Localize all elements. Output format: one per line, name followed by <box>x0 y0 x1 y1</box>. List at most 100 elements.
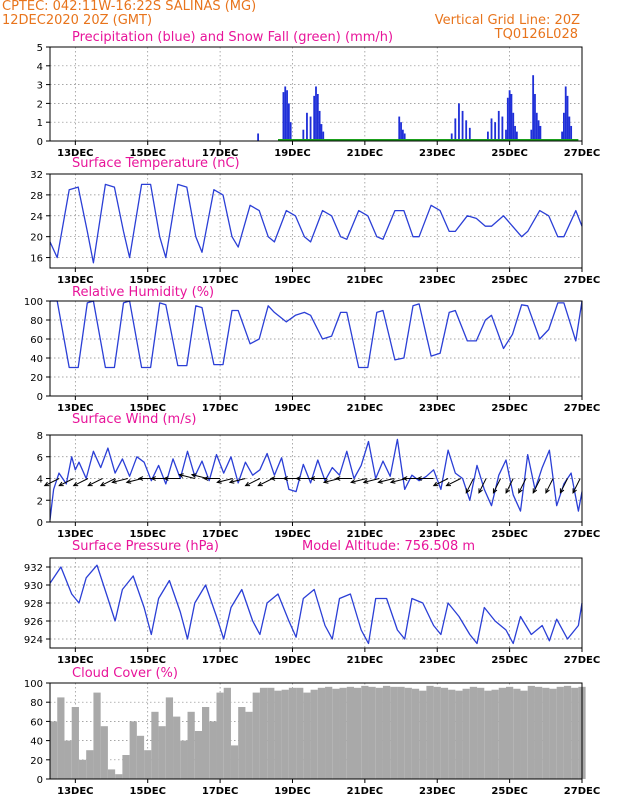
cloud-bar <box>325 686 333 779</box>
pressure-ytick-label: 928 <box>24 599 43 610</box>
precip-bar <box>530 129 533 141</box>
wind-arrow-head <box>295 476 301 481</box>
cloud-bar <box>259 687 268 779</box>
wind-title: Surface Wind (m/s) <box>72 412 196 427</box>
cloud-xtick-label: 23DEC <box>419 786 455 797</box>
wind-arrow-head <box>518 488 523 494</box>
precip-bar <box>510 94 513 141</box>
precip-bar <box>289 122 292 141</box>
cloud-bar <box>390 686 398 779</box>
pressure-xtick-label: 17DEC <box>202 655 238 666</box>
wind-arrow <box>258 478 273 487</box>
precip-ytick-label: 4 <box>37 62 43 73</box>
cloud-bar <box>267 687 275 779</box>
wind-arrow-head <box>269 476 276 481</box>
cloud-bar <box>151 711 159 779</box>
cloud-frame <box>49 682 583 780</box>
cloud-xtick-label: 21DEC <box>347 786 383 797</box>
precip-bar <box>468 127 471 141</box>
model-code: TQ0126L028 <box>494 27 578 42</box>
precip-bar <box>403 133 406 141</box>
pressure-frame <box>49 557 583 649</box>
precip-bar <box>570 125 573 141</box>
precip-bar <box>465 120 468 141</box>
cloud-bar <box>520 690 528 779</box>
wind-ytick-label: 4 <box>37 475 43 486</box>
wind-arrow-head <box>137 476 144 481</box>
temp-frame <box>49 173 583 269</box>
wind-arrow-head <box>202 476 209 481</box>
cloud-bar <box>317 687 326 779</box>
wind-arrow <box>505 478 514 494</box>
cloud-bar <box>426 685 434 779</box>
precip-bar <box>515 131 518 141</box>
temp-title: Surface Temperature (nC) <box>72 156 240 171</box>
precip-bar <box>563 112 565 141</box>
precip-bar <box>257 133 259 141</box>
pressure-xtick-label: 21DEC <box>347 655 383 666</box>
precip-xtick-label: 21DEC <box>347 148 383 159</box>
wind-arrow-head <box>432 481 439 487</box>
cloud-bar <box>136 735 145 779</box>
pressure-ytick-label: 926 <box>24 617 43 628</box>
precip-bar <box>564 86 567 141</box>
wind-line <box>49 438 583 520</box>
wind-arrow <box>363 478 380 483</box>
temp-ytick-label: 32 <box>30 170 43 181</box>
wind-xtick-label: 19DEC <box>274 529 310 540</box>
cloud-bar <box>107 769 116 779</box>
cloud-bar <box>411 688 420 779</box>
cloud-bar <box>216 692 224 779</box>
cloud-bar <box>433 686 441 779</box>
cloud-bar <box>563 685 572 779</box>
precip-bar <box>487 131 489 141</box>
rh-line <box>50 300 583 369</box>
wind-arrow-head <box>401 476 408 481</box>
header: CPTEC: 042:11W-16:22S SALINAS (MG) 12DEC… <box>0 0 618 48</box>
precip-bar <box>561 131 563 141</box>
precip-bar <box>320 124 323 141</box>
temp-xtick-label: 19DEC <box>274 275 310 286</box>
wind-xtick-label: 27DEC <box>564 529 600 540</box>
cloud-bar <box>252 692 260 779</box>
cloud-panel: Cloud Cover (%) 0 20 40 60 80 100 13DEC 15DEC 17D… <box>24 666 600 797</box>
cloud-xtick-label: 19DEC <box>274 786 310 797</box>
wind-arrow-head <box>545 488 550 494</box>
wind-arrow-head <box>350 479 356 484</box>
cloud-bar <box>368 686 376 779</box>
cloud-bar <box>339 687 347 779</box>
cloud-bar <box>173 716 181 779</box>
temp-xtick-label: 17DEC <box>202 275 238 286</box>
cloud-bar <box>158 726 166 779</box>
precip-bar <box>568 116 571 141</box>
cloud-bar <box>122 755 130 779</box>
temp-ytick-label: 20 <box>30 233 43 244</box>
precip-title: Precipitation (blue) and Snow Fall (gree… <box>72 30 393 45</box>
cloud-bar <box>440 687 449 779</box>
wind-arrow <box>351 478 367 483</box>
precip-xtick-label: 23DEC <box>419 148 455 159</box>
precip-bar <box>461 110 464 141</box>
wind-arrow-head <box>216 479 222 484</box>
precip-xtick-label: 13DEC <box>57 148 93 159</box>
cloud-ytick-label: 40 <box>30 737 43 748</box>
wind-arrow <box>100 478 116 487</box>
wind-xtick-label: 13DEC <box>57 529 93 540</box>
precip-bar <box>287 103 290 141</box>
wind-arrow <box>518 478 527 494</box>
precip-bar <box>566 95 569 141</box>
rh-ytick-label: 80 <box>30 316 43 327</box>
temp-xtick-label: 15DEC <box>130 275 166 286</box>
pressure-panel: Surface Pressure (hPa) Model Altitude: 75… <box>24 539 600 666</box>
pressure-ytick-label: 924 <box>24 635 43 646</box>
temp-line <box>49 183 583 264</box>
rh-xtick-label: 15DEC <box>130 403 166 414</box>
cloud-bar <box>303 692 311 779</box>
wind-arrow-head <box>416 476 422 481</box>
precip-bar <box>316 94 319 141</box>
precip-ytick-label: 3 <box>37 81 43 92</box>
wind-xtick-label: 23DEC <box>419 529 455 540</box>
precip-bar <box>532 75 535 141</box>
cloud-xtick-label: 15DEC <box>130 786 166 797</box>
cloud-bar <box>484 690 492 779</box>
